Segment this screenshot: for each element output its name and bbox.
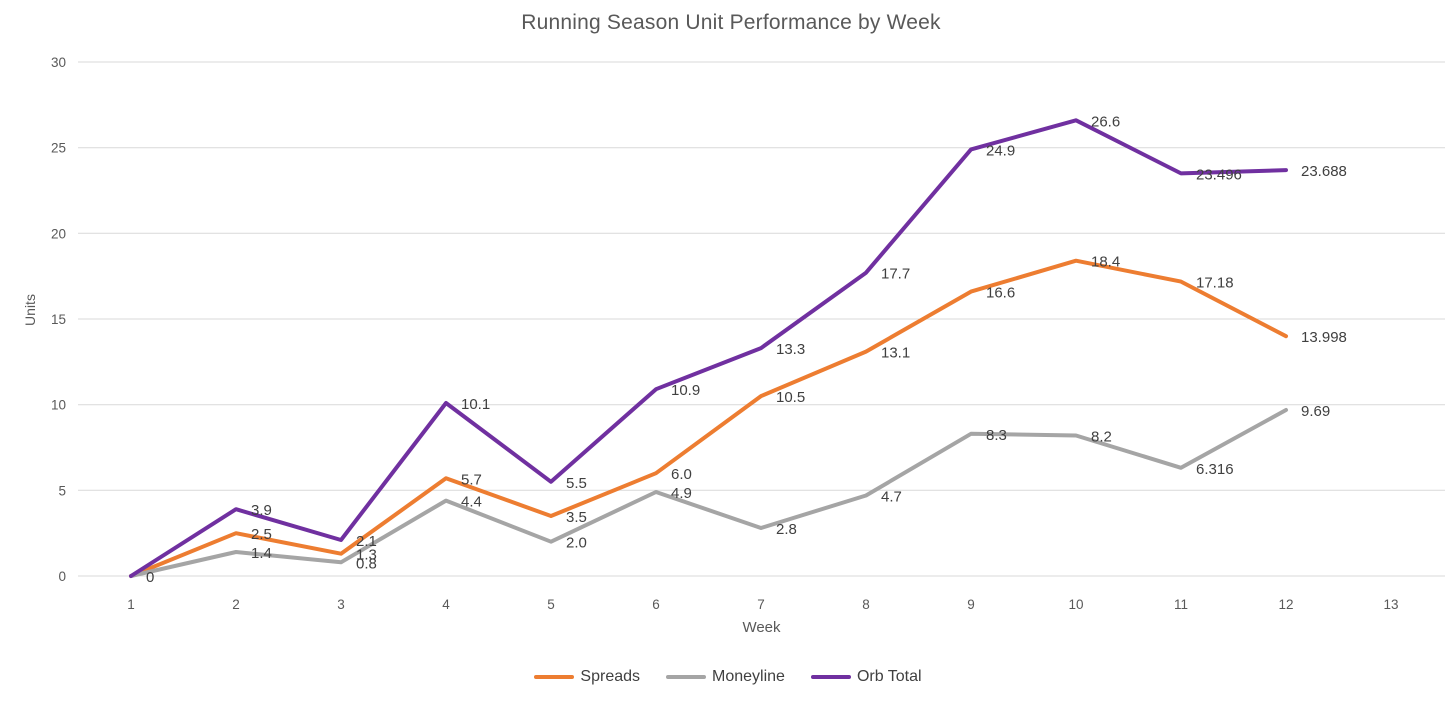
data-label-moneyline: 0.8 (356, 555, 377, 572)
x-tick-label: 13 (1383, 597, 1398, 612)
data-label-moneyline: 8.3 (986, 427, 1007, 444)
data-label-orb-total: 2.1 (356, 533, 377, 550)
legend-item-moneyline: Moneyline (666, 668, 785, 686)
x-tick-label: 8 (862, 597, 870, 612)
data-label-spreads: 2.5 (251, 526, 272, 543)
data-label-orb-total: 3.9 (251, 502, 272, 519)
x-tick-label: 3 (337, 597, 345, 612)
y-tick-label: 20 (51, 226, 66, 241)
legend-label-moneyline: Moneyline (712, 668, 785, 685)
legend-label-spreads: Spreads (580, 668, 641, 685)
data-label-spreads: 3.5 (566, 509, 587, 526)
data-label-orb-total: 17.7 (881, 266, 910, 283)
x-tick-label: 10 (1068, 597, 1083, 612)
data-label-spreads: 13.998 (1301, 329, 1347, 346)
y-tick-label: 10 (51, 398, 66, 413)
data-label-orb-total: 5.5 (566, 475, 587, 492)
legend-item-orb-total: Orb Total (810, 668, 922, 686)
series-line-moneyline (129, 408, 1288, 578)
data-label-moneyline: 6.316 (1196, 461, 1234, 478)
y-tick-label: 25 (51, 141, 66, 156)
series-line-spreads (129, 258, 1288, 578)
data-label-moneyline: 2.0 (566, 535, 587, 552)
y-tick-label: 0 (58, 569, 66, 584)
data-label-spreads: 18.4 (1091, 254, 1120, 271)
data-label-orb-total: 10.1 (461, 396, 490, 413)
legend-label-orb-total: Orb Total (856, 668, 922, 685)
legend: Spreads Moneyline Orb Total (0, 668, 1456, 686)
data-label-moneyline: 4.9 (671, 485, 692, 502)
data-label-orb-total: 24.9 (986, 142, 1015, 159)
data-label-spreads: 13.1 (881, 345, 910, 362)
x-tick-label: 1 (127, 597, 135, 612)
data-label-orb-total: 23.688 (1301, 163, 1347, 180)
y-tick-label: 15 (51, 312, 66, 327)
data-label-spreads: 6.0 (671, 466, 692, 483)
y-tick-label: 5 (58, 483, 66, 498)
x-tick-label: 2 (232, 597, 240, 612)
data-label-spreads: 16.6 (986, 285, 1015, 302)
x-tick-label: 5 (547, 597, 555, 612)
series-line-orb-total (129, 118, 1288, 578)
data-label-moneyline: 4.7 (881, 489, 902, 506)
data-label-orb-total: 23.496 (1196, 166, 1242, 183)
x-tick-label: 9 (967, 597, 975, 612)
x-tick-label: 7 (757, 597, 765, 612)
data-label-spreads: 5.7 (461, 471, 482, 488)
data-label-spreads: 1.3 (356, 547, 377, 564)
y-axis-title: Units (22, 294, 38, 326)
data-label-moneyline: 2.8 (776, 521, 797, 538)
chart-title: Running Season Unit Performance by Week (521, 11, 941, 34)
x-tick-label: 12 (1278, 597, 1293, 612)
x-tick-label: 11 (1174, 597, 1188, 612)
data-label-moneyline: 8.2 (1091, 429, 1112, 446)
data-label-moneyline: 4.4 (461, 494, 482, 511)
data-label-spreads: 0 (146, 569, 154, 586)
legend-line-swatch-spreads (534, 675, 575, 679)
legend-item-spreads: Spreads (534, 668, 640, 686)
x-axis-title: Week (742, 619, 781, 636)
data-label-moneyline: 9.69 (1301, 403, 1330, 420)
legend-line-swatch-moneyline (666, 675, 707, 679)
data-label-orb-total: 26.6 (1091, 113, 1120, 130)
data-label-spreads: 10.5 (776, 389, 805, 406)
data-label-moneyline: 1.4 (251, 545, 272, 562)
x-tick-label: 6 (652, 597, 660, 612)
data-label-spreads: 17.18 (1196, 275, 1234, 292)
y-tick-label: 30 (51, 55, 66, 70)
data-label-orb-total: 10.9 (671, 382, 700, 399)
data-label-orb-total: 13.3 (776, 341, 805, 358)
x-tick-label: 4 (442, 597, 450, 612)
legend-line-swatch-orb-total (810, 675, 851, 679)
